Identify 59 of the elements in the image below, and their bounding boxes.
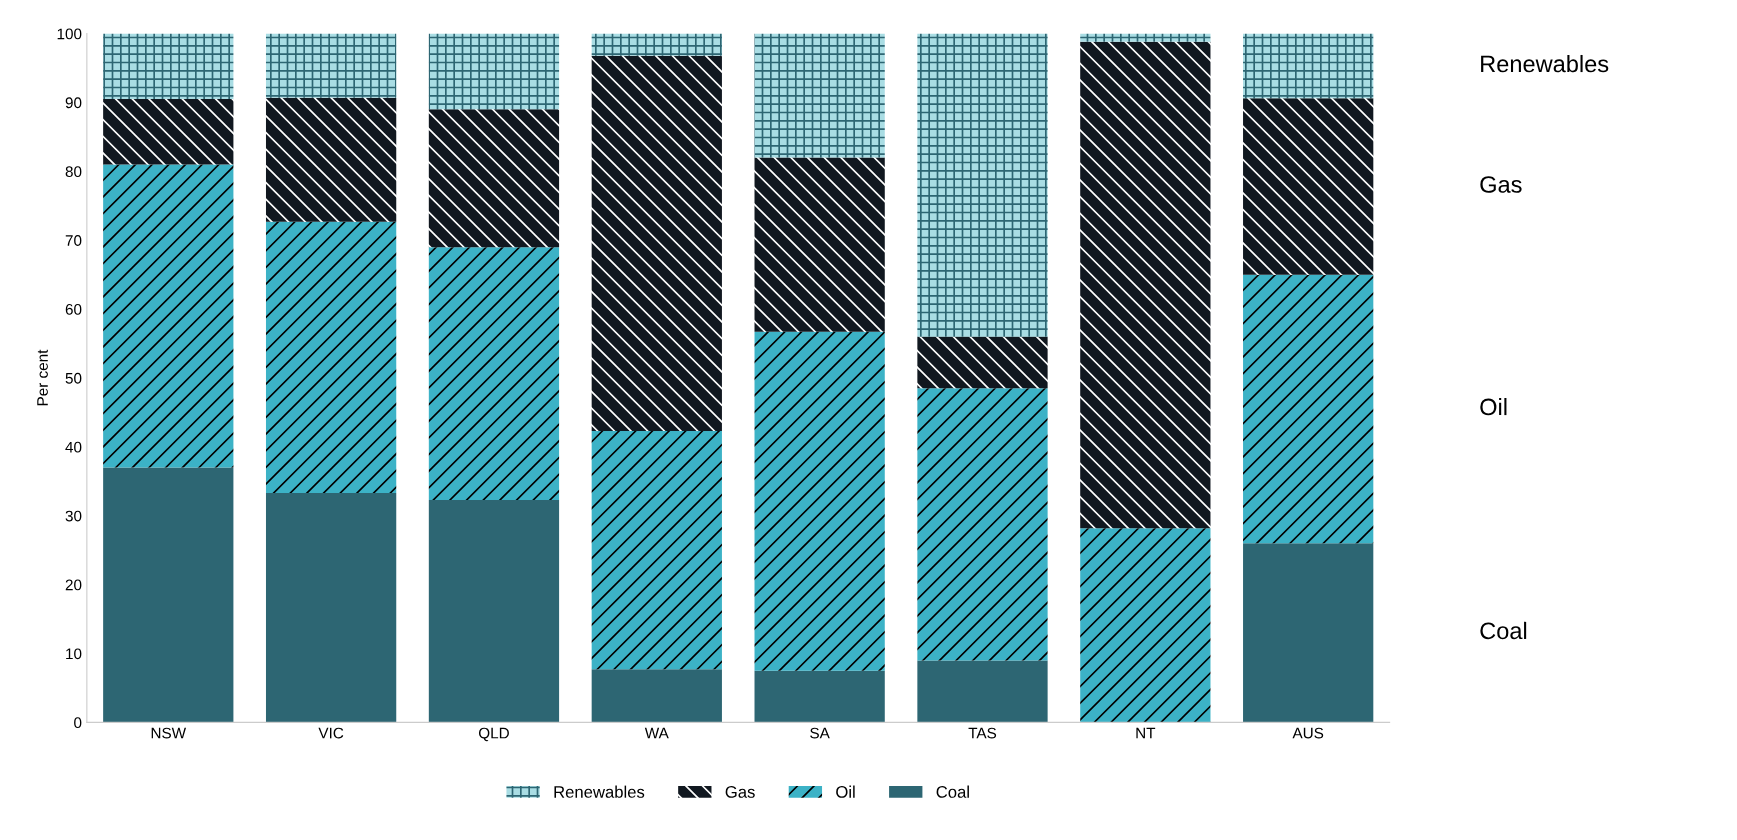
x-tick-label: AUS (1292, 727, 1324, 739)
bar (103, 164, 234, 468)
bar (754, 670, 885, 723)
y-axis-title: Per cent (37, 349, 48, 406)
bar (591, 431, 722, 670)
bar (1243, 543, 1374, 723)
bar (591, 55, 722, 432)
bar (917, 336, 1048, 389)
y-tick-label: 80 (65, 166, 82, 178)
y-tick-label: 90 (65, 97, 82, 109)
legend-label: Renewables (554, 785, 645, 798)
bar (917, 660, 1048, 723)
bar (428, 247, 560, 500)
bar (1080, 528, 1211, 723)
x-tick-label: NT (1136, 727, 1156, 739)
bar (103, 33, 234, 100)
y-tick-label: 10 (66, 648, 82, 660)
bar (1243, 33, 1374, 99)
y-tick-label: 30 (65, 510, 82, 522)
bar (103, 99, 234, 165)
x-tick-label: SA (810, 727, 830, 739)
bar (265, 493, 397, 723)
bar (265, 221, 397, 494)
y-tick-label: 100 (57, 28, 82, 40)
y-tick-label: 20 (65, 579, 82, 591)
bar (103, 467, 234, 723)
bar (428, 109, 560, 248)
legend-label: Gas (725, 786, 755, 798)
bar (591, 33, 722, 56)
bar (428, 33, 560, 110)
text: Coal (1480, 621, 1527, 640)
x-tick-label: WA (644, 727, 669, 739)
bar (1243, 274, 1374, 544)
y-tick-label: 40 (65, 441, 82, 453)
y-tick-label: 50 (65, 372, 82, 384)
x-tick-label: TAS (968, 727, 997, 739)
bar (1080, 41, 1211, 529)
text: Gas (1480, 176, 1522, 193)
bar (754, 331, 885, 671)
y-tick-label: 60 (65, 303, 82, 315)
text: Renewables (1481, 54, 1609, 73)
y-tick-label: 70 (65, 235, 82, 246)
text: Oil (1480, 397, 1507, 416)
x-tick-label: NSW (151, 727, 187, 739)
bar (591, 669, 722, 723)
bar (754, 33, 885, 158)
bar (754, 157, 885, 332)
bar (917, 388, 1048, 661)
bar (265, 97, 397, 222)
legend-label: Oil (836, 785, 855, 798)
legend-label: Coal (936, 785, 969, 798)
x-tick-label: VIC (318, 727, 344, 739)
bar (917, 33, 1048, 337)
bar (265, 33, 397, 98)
bar (1080, 33, 1211, 42)
x-tick-label: QLD (478, 727, 509, 742)
bar (428, 499, 560, 723)
bar (1243, 98, 1374, 275)
y-tick-label: 0 (74, 717, 82, 729)
